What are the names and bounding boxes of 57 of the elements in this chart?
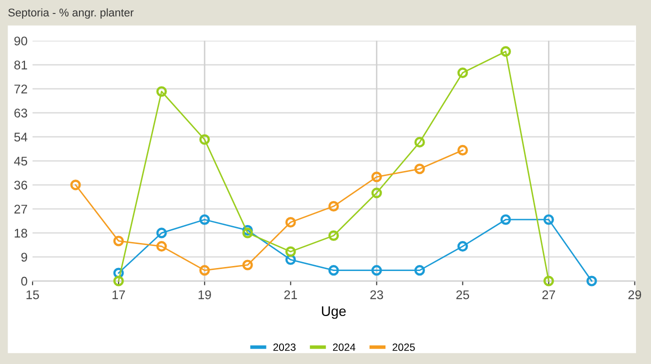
y-tick-label: 54 xyxy=(14,132,28,142)
x-tick-label: 29 xyxy=(628,290,642,300)
y-tick-label: 36 xyxy=(14,180,28,190)
y-tick-label: 81 xyxy=(14,60,28,70)
x-tick-label: 25 xyxy=(456,290,470,300)
y-tick-label: 90 xyxy=(14,36,28,46)
x-tick-label: 23 xyxy=(370,290,384,300)
point xyxy=(543,276,554,286)
legend-label: 2024 xyxy=(332,344,356,351)
x-tick-label: 15 xyxy=(26,290,39,300)
point xyxy=(328,200,339,212)
point xyxy=(543,214,554,225)
point xyxy=(500,214,511,225)
point xyxy=(457,241,468,252)
point xyxy=(199,134,210,145)
x-tick-label: 27 xyxy=(542,290,556,300)
y-tick-label: 18 xyxy=(14,228,28,238)
x-tick-label: 19 xyxy=(198,290,211,300)
y-tick-label: 9 xyxy=(21,252,28,262)
y-tick-label: 72 xyxy=(14,84,28,94)
point xyxy=(328,230,339,241)
point xyxy=(70,180,81,190)
point xyxy=(285,217,296,228)
point xyxy=(199,214,210,225)
x-tick-label: 17 xyxy=(112,290,125,300)
legend-label: 2023 xyxy=(273,344,296,351)
point xyxy=(414,164,425,174)
point xyxy=(328,265,339,276)
point xyxy=(242,225,253,236)
point xyxy=(371,265,382,276)
point xyxy=(242,228,253,238)
point xyxy=(457,144,468,156)
point xyxy=(371,172,382,182)
x-tick-label: 21 xyxy=(284,290,297,300)
point xyxy=(242,260,253,270)
x-axis-title: Uge xyxy=(322,306,346,319)
y-tick-label: 45 xyxy=(14,156,28,166)
y-tick-label: 27 xyxy=(14,204,28,214)
point xyxy=(500,46,511,57)
point xyxy=(371,188,382,198)
y-tick-label: 0 xyxy=(21,276,28,286)
point xyxy=(156,228,167,238)
point xyxy=(586,276,597,286)
chart-title: Septoria - % angr. planter xyxy=(8,8,134,19)
legend-label: 2025 xyxy=(392,344,415,351)
point xyxy=(113,236,124,246)
point xyxy=(285,246,296,257)
point xyxy=(457,68,468,78)
point xyxy=(285,254,296,265)
y-tick-label: 63 xyxy=(14,108,28,118)
point xyxy=(414,136,425,148)
point xyxy=(156,86,167,97)
point xyxy=(414,265,425,276)
point xyxy=(113,276,124,286)
point xyxy=(199,265,210,276)
point xyxy=(156,241,167,252)
point xyxy=(113,268,124,278)
